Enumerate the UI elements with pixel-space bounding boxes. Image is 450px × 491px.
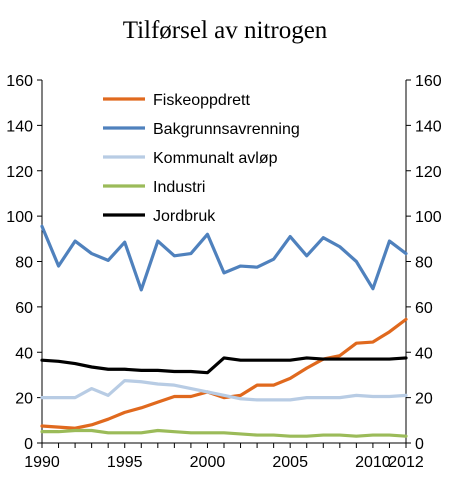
- x-tick-label: 1995: [107, 454, 143, 471]
- legend-label: Jordbruk: [153, 208, 216, 225]
- legend: Fiskeoppdrett Bakgrunnsavrenning Kommunalt…: [103, 92, 300, 225]
- series-line-industri: [40, 428, 408, 438]
- x-tick-label: 1990: [24, 454, 60, 471]
- x-tick-label: 2000: [190, 454, 226, 471]
- y-tick-label-right: 120: [415, 164, 442, 181]
- y-tick-label-left: 0: [24, 436, 33, 453]
- y-tick-label-left: 20: [15, 391, 33, 408]
- axes: 0 20 40 60 80 100 120 140 160 0 20 40 60 80 100 120 140 1…: [6, 73, 442, 471]
- y-tick-label-right: 140: [415, 118, 442, 135]
- series-line-fiskeoppdrett: [40, 317, 408, 430]
- legend-label: Industri: [153, 179, 205, 196]
- x-tick-label: 2012: [388, 454, 424, 471]
- x-tick-label: 2005: [272, 454, 308, 471]
- series-line-kommunalt-avl-p: [40, 379, 408, 402]
- y-tick-label-right: 160: [415, 73, 442, 90]
- y-tick-label-left: 140: [6, 118, 33, 135]
- y-tick-label-right: 0: [415, 436, 424, 453]
- y-tick-label-right: 60: [415, 300, 433, 317]
- legend-label: Bakgrunnsavrenning: [153, 121, 300, 138]
- y-tick-label-right: 80: [415, 255, 433, 272]
- y-tick-label-left: 160: [6, 73, 33, 90]
- y-tick-label-left: 100: [6, 209, 33, 226]
- y-tick-label-left: 80: [15, 255, 33, 272]
- y-tick-label-right: 20: [415, 391, 433, 408]
- x-tick-label: 2010: [355, 454, 391, 471]
- series-line-jordbruk: [40, 356, 408, 375]
- y-tick-label-right: 40: [415, 345, 433, 362]
- legend-label: Fiskeoppdrett: [153, 92, 250, 109]
- y-tick-label-left: 60: [15, 300, 33, 317]
- series-group: [40, 224, 408, 438]
- y-tick-label-left: 120: [6, 164, 33, 181]
- chart-title: Tilførsel av nitrogen: [123, 17, 328, 44]
- series-line-bakgrunnsavrenning: [40, 224, 408, 292]
- legend-label: Kommunalt avløp: [153, 150, 278, 167]
- y-tick-label-right: 100: [415, 209, 442, 226]
- y-tick-label-left: 40: [15, 345, 33, 362]
